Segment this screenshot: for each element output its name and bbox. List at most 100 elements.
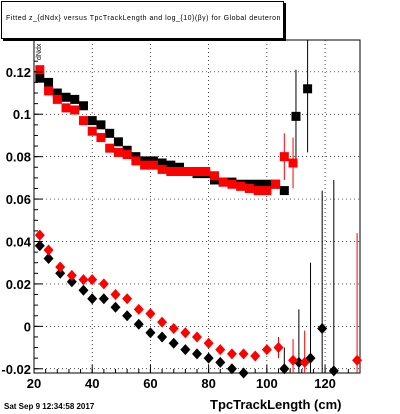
square-marker bbox=[303, 84, 313, 94]
diamond-marker bbox=[157, 331, 168, 343]
square-marker bbox=[262, 186, 272, 196]
diamond-marker bbox=[226, 348, 237, 360]
chart-title: Fitted z_{dNdx} versus TpcTrackLength an… bbox=[6, 15, 281, 22]
square-marker bbox=[157, 164, 167, 174]
diamond-marker bbox=[226, 363, 237, 375]
square-marker bbox=[35, 65, 45, 75]
square-marker bbox=[78, 116, 88, 126]
x-tick-label: 60 bbox=[143, 376, 157, 391]
square-marker bbox=[175, 167, 185, 177]
square-marker bbox=[44, 77, 54, 87]
error-bars bbox=[278, 40, 358, 373]
diamond-marker bbox=[192, 331, 202, 343]
diamond-marker bbox=[203, 337, 214, 349]
square-marker bbox=[236, 181, 246, 191]
square-marker bbox=[244, 183, 254, 193]
square-marker bbox=[113, 147, 123, 157]
square-marker bbox=[271, 179, 281, 189]
y-tick-label: 0.04 bbox=[6, 234, 32, 249]
diamond-marker bbox=[250, 350, 261, 362]
diamond-marker bbox=[78, 274, 89, 286]
square-marker bbox=[70, 105, 80, 115]
square-marker bbox=[201, 167, 211, 177]
diamond-marker bbox=[215, 344, 226, 356]
square-marker bbox=[96, 133, 106, 143]
square-marker bbox=[166, 160, 176, 170]
diamond-marker bbox=[78, 284, 89, 296]
diamond-marker bbox=[238, 348, 249, 360]
diamond-marker bbox=[34, 229, 45, 241]
square-marker bbox=[253, 186, 263, 196]
diamond-marker bbox=[288, 354, 299, 366]
x-tick-label: 120 bbox=[314, 376, 336, 391]
square-marker bbox=[218, 177, 228, 187]
diamond-marker bbox=[317, 322, 328, 334]
diamond-marker bbox=[122, 310, 133, 322]
diamond-marker bbox=[168, 337, 179, 349]
square-marker bbox=[262, 179, 272, 189]
diamond-marker bbox=[145, 308, 156, 320]
y-tick-label: 0.12 bbox=[6, 65, 31, 80]
square-marker bbox=[87, 116, 97, 126]
diamond-marker bbox=[110, 289, 121, 301]
square-marker bbox=[87, 126, 97, 136]
y-tick-label: 0.08 bbox=[6, 150, 31, 165]
square-marker bbox=[52, 94, 62, 104]
square-marker bbox=[148, 160, 158, 170]
diamond-marker bbox=[87, 293, 98, 305]
diamond-marker bbox=[299, 356, 310, 368]
title-box: Fitted z_{dNdx} versus TpcTrackLength an… bbox=[1, 1, 284, 39]
diamond-marker bbox=[279, 363, 290, 375]
y-tick-label: 0.1 bbox=[13, 107, 31, 122]
diamond-marker bbox=[98, 293, 109, 305]
square-marker bbox=[192, 167, 202, 177]
diamond-marker bbox=[261, 344, 272, 356]
timestamp-footer: Sat Sep 9 12:34:58 2017 bbox=[4, 402, 95, 411]
diamond-marker bbox=[55, 267, 66, 279]
y-tick-label: 0.02 bbox=[6, 277, 31, 292]
diamond-marker bbox=[133, 303, 144, 315]
diamond-marker bbox=[55, 261, 66, 273]
square-marker bbox=[183, 167, 193, 177]
diamond-marker bbox=[352, 354, 363, 366]
square-marker bbox=[105, 143, 115, 153]
square-marker bbox=[140, 160, 150, 170]
x-tick-label: 80 bbox=[201, 376, 215, 391]
square-marker bbox=[52, 88, 62, 98]
square-marker bbox=[70, 94, 80, 104]
y-tick-label: 0.06 bbox=[6, 192, 31, 207]
square-marker bbox=[96, 120, 106, 130]
diamond-marker bbox=[145, 327, 156, 339]
square-marker bbox=[157, 158, 167, 168]
diamond-marker bbox=[157, 316, 168, 328]
square-marker bbox=[105, 128, 115, 138]
square-marker bbox=[209, 171, 219, 181]
diamond-marker bbox=[215, 356, 226, 368]
square-marker bbox=[227, 179, 237, 189]
diamond-marker bbox=[66, 269, 77, 281]
square-marker bbox=[113, 137, 123, 147]
diamond-marker bbox=[110, 301, 121, 313]
diamond-marker bbox=[180, 344, 191, 356]
square-marker bbox=[78, 101, 88, 111]
diamond-marker bbox=[122, 293, 133, 305]
square-marker bbox=[291, 111, 301, 121]
y-tick-label: -0.02 bbox=[1, 362, 31, 377]
diamond-marker bbox=[168, 322, 179, 334]
square-marker bbox=[166, 167, 176, 177]
square-marker bbox=[61, 92, 71, 102]
diamond-marker bbox=[87, 274, 98, 286]
data-markers bbox=[34, 65, 363, 379]
square-marker bbox=[253, 179, 263, 189]
x-tick-label: 20 bbox=[27, 376, 41, 391]
square-marker bbox=[61, 103, 71, 113]
y-tick-label: 0 bbox=[24, 319, 31, 334]
square-marker bbox=[288, 158, 298, 168]
diamond-marker bbox=[133, 318, 144, 330]
diamond-marker bbox=[273, 342, 284, 354]
diamond-marker bbox=[43, 244, 54, 256]
axes: 20 40 60 80 100 120 -0.02 0 0.02 0.04 0.06 0.08 0.1 0… bbox=[1, 60, 361, 391]
diamond-marker bbox=[192, 348, 202, 360]
square-marker bbox=[35, 73, 45, 83]
